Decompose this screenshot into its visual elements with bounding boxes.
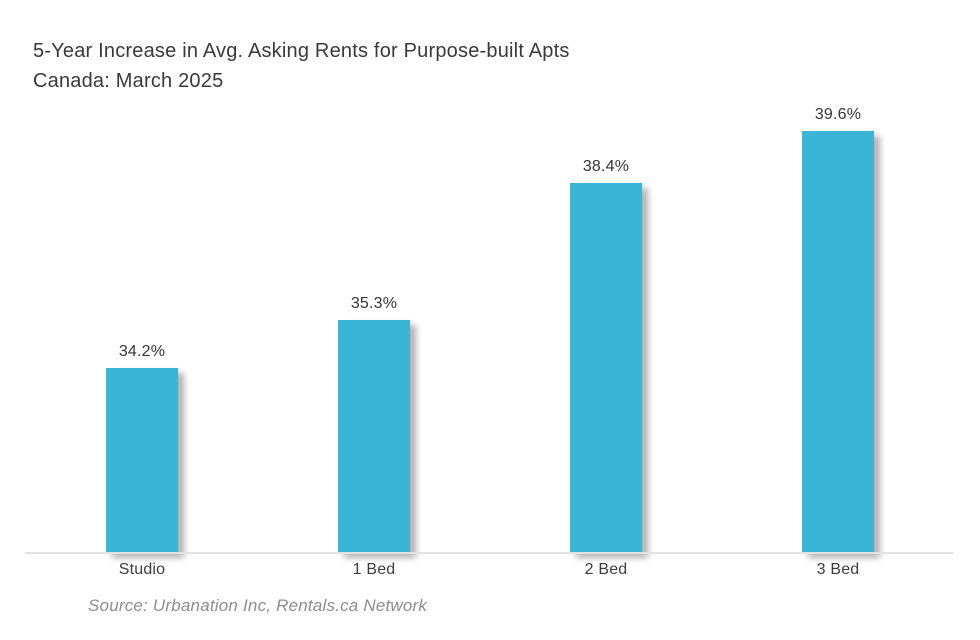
x-axis-label: 1 Bed: [352, 561, 396, 578]
bar-studio: [106, 368, 178, 553]
bar-1-bed: [338, 319, 410, 553]
bar-value-label: 34.2%: [118, 343, 166, 361]
bar-column: 35.3%: [258, 25, 490, 553]
bar-value-label: 39.6%: [814, 105, 862, 123]
source-note: Source: Urbanation Inc, Rentals.ca Netwo…: [88, 596, 428, 615]
bar-value-label: 38.4%: [582, 158, 630, 176]
chart-title-line1: 5-Year Increase in Avg. Asking Rents for…: [33, 40, 570, 62]
plot-area: 34.2% 35.3% 38.4% 39.6%: [26, 25, 954, 553]
bar-column: 38.4%: [490, 25, 722, 553]
chart-title-line2: Canada: March 2025: [33, 70, 224, 92]
x-axis-labels: Studio 1 Bed 2 Bed 3 Bed: [26, 561, 954, 579]
bar-column: 34.2%: [26, 25, 258, 553]
x-axis-label: 2 Bed: [584, 561, 628, 578]
x-axis-label: 3 Bed: [816, 561, 860, 578]
bar-column: 39.6%: [722, 25, 954, 553]
x-axis-line: [25, 552, 953, 554]
bar-value-label: 35.3%: [350, 294, 398, 312]
chart-title: 5-Year Increase in Avg. Asking Rents for…: [33, 36, 570, 96]
bar-3-bed: [802, 130, 874, 553]
bar-2-bed: [570, 183, 642, 553]
x-axis-label: Studio: [118, 561, 166, 578]
